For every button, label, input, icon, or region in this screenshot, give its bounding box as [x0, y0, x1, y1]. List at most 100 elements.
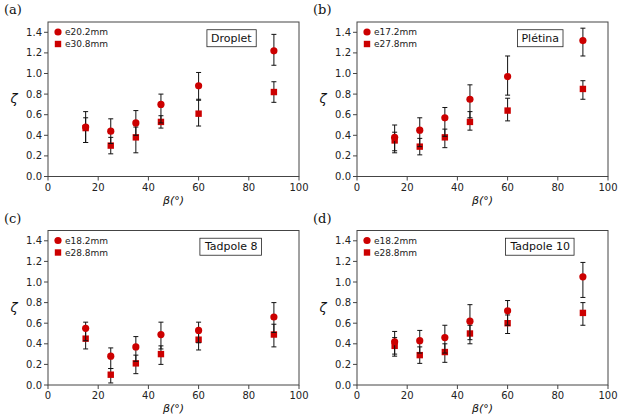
- legend-marker: [54, 28, 61, 35]
- x-tick: [407, 385, 408, 389]
- legend-label: e18.2mm: [65, 236, 108, 246]
- marker-circle: [82, 325, 89, 332]
- error-bar: [158, 346, 163, 365]
- error-cap: [505, 55, 510, 56]
- panel: 0204060801000.00.20.40.60.81.01.21.4β(°)…: [313, 2, 618, 207]
- panel: 0204060801000.00.20.40.60.81.01.21.4β(°)…: [4, 2, 309, 207]
- y-tick: [353, 302, 357, 303]
- panel-label: (c): [4, 211, 21, 226]
- marker-square: [158, 351, 164, 357]
- x-tick: [557, 177, 558, 181]
- x-tick: [507, 385, 508, 389]
- title-frame: [517, 30, 563, 47]
- error-cap: [505, 98, 510, 99]
- title-frame: [505, 238, 574, 255]
- x-tick: [457, 177, 458, 181]
- error-bar: [505, 98, 510, 121]
- y-tick: [353, 32, 357, 33]
- x-tick-label: 100: [598, 390, 617, 401]
- error-cap: [271, 302, 276, 303]
- series: [82, 303, 277, 369]
- error-cap: [442, 147, 447, 148]
- y-tick-label: 0.0: [26, 380, 42, 391]
- y-tick-label: 1.2: [335, 47, 351, 58]
- error-stem: [160, 94, 161, 123]
- marker-circle: [441, 334, 448, 341]
- legend-marker: [364, 41, 370, 47]
- error-cap: [417, 154, 422, 155]
- error-cap: [158, 322, 163, 323]
- x-tick-label: 100: [289, 390, 308, 401]
- error-cap: [580, 302, 585, 303]
- y-tick-label: 0.0: [335, 380, 351, 391]
- data-area: [82, 303, 277, 383]
- error-cap: [505, 300, 510, 301]
- error-stem: [444, 107, 445, 136]
- data-area: [391, 28, 586, 155]
- x-tick-label: 20: [401, 390, 414, 401]
- error-cap: [133, 110, 138, 111]
- y-tick-label: 0.0: [335, 171, 351, 182]
- y-tick: [353, 155, 357, 156]
- error-cap: [83, 322, 88, 323]
- y-tick: [44, 73, 48, 74]
- x-axis-label: β(°): [162, 194, 184, 207]
- y-tick: [353, 282, 357, 283]
- error-cap: [417, 146, 422, 147]
- title-box: Plétina: [517, 30, 563, 47]
- marker-circle: [82, 123, 89, 130]
- marker-circle: [579, 273, 586, 280]
- marker-square: [133, 134, 139, 140]
- y-tick: [353, 73, 357, 74]
- x-tick: [557, 385, 558, 389]
- marker-circle: [466, 96, 473, 103]
- marker-square: [133, 360, 139, 366]
- error-cap: [467, 339, 472, 340]
- y-tick-label: 1.0: [335, 68, 351, 79]
- error-cap: [271, 81, 276, 82]
- series: [391, 81, 586, 155]
- y-tick: [353, 343, 357, 344]
- error-cap: [271, 346, 276, 347]
- error-cap: [392, 354, 397, 355]
- legend-marker: [364, 249, 370, 255]
- y-tick-label: 1.0: [26, 68, 42, 79]
- x-tick-label: 100: [598, 182, 617, 193]
- y-tick: [44, 261, 48, 262]
- y-tick: [353, 364, 357, 365]
- x-tick: [198, 385, 199, 389]
- y-tick: [353, 114, 357, 115]
- marker-square: [195, 110, 201, 116]
- title-frame: [200, 238, 262, 255]
- marker-square: [467, 119, 473, 125]
- marker-circle: [132, 119, 139, 126]
- legend: e17.2mme27.8mm: [363, 27, 417, 49]
- marker-circle: [270, 313, 277, 320]
- error-bar: [580, 81, 585, 100]
- error-cap: [505, 325, 510, 326]
- series: [391, 28, 586, 153]
- legend: e20.2mme30.8mm: [54, 27, 108, 49]
- legend-label: e18.2mm: [374, 236, 417, 246]
- legend: e18.2mm e28.8mm: [54, 236, 108, 258]
- error-cap: [417, 363, 422, 364]
- marker-square: [580, 86, 586, 92]
- y-tick-label: 0.2: [26, 150, 42, 161]
- x-tick: [299, 177, 300, 181]
- x-tick: [248, 385, 249, 389]
- series: [391, 262, 586, 354]
- y-tick-label: 0.6: [26, 109, 42, 120]
- x-tick: [407, 177, 408, 181]
- error-cap: [196, 126, 201, 127]
- plot-frame: [357, 22, 608, 177]
- y-tick: [44, 114, 48, 115]
- error-cap: [83, 142, 88, 143]
- title-box: Tadpole 8: [200, 238, 262, 255]
- marker-square: [580, 310, 586, 316]
- error-cap: [108, 153, 113, 154]
- error-cap: [392, 356, 397, 357]
- legend: e18.2mme28.8mm: [363, 236, 417, 258]
- legend-label: e28.8mm: [65, 248, 108, 258]
- y-tick-label: 0.2: [335, 359, 351, 370]
- error-bar: [580, 303, 585, 326]
